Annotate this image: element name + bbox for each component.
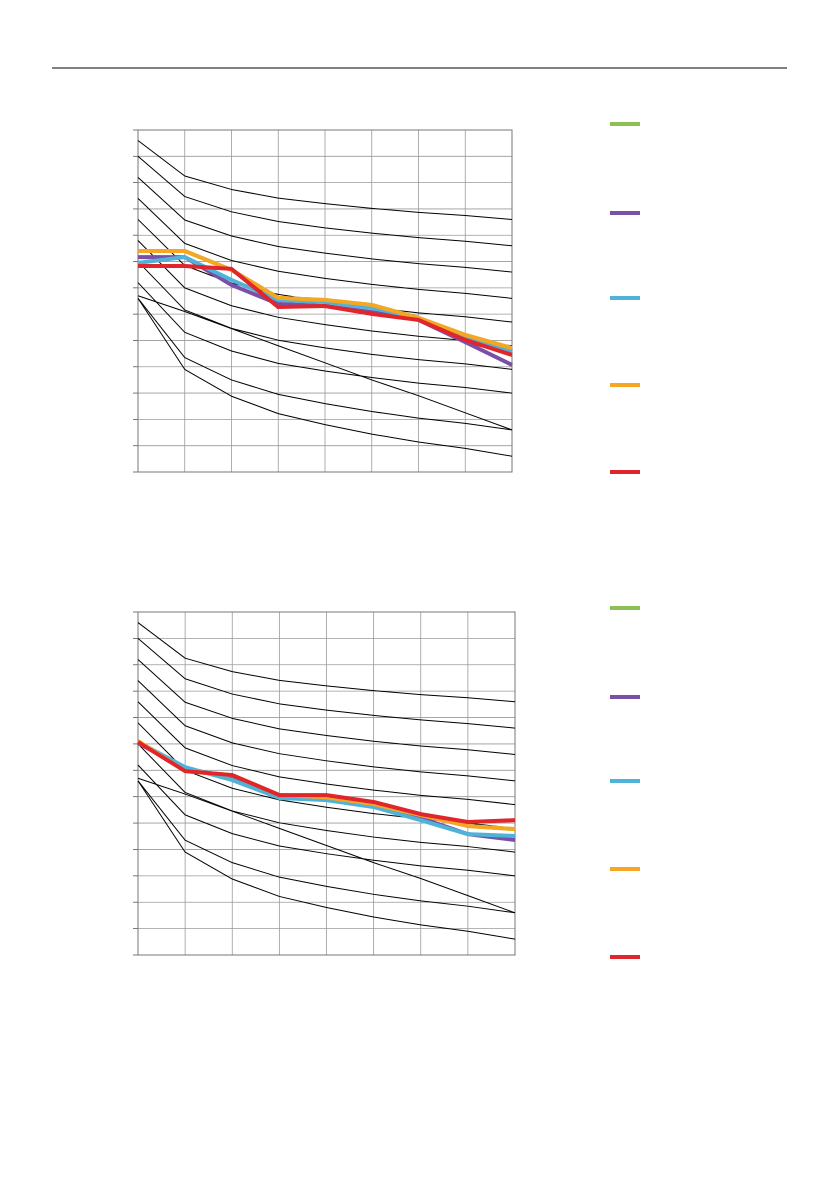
reference-curve (137, 298, 513, 457)
reference-curve (137, 780, 516, 940)
reference-curve (137, 701, 516, 806)
reference-curve (137, 638, 516, 729)
reference-curve (137, 743, 516, 853)
reference-curve (137, 298, 513, 431)
reference-curve (137, 176, 513, 273)
reference-curve (137, 295, 513, 431)
series-line (138, 264, 513, 357)
reference-curve (137, 622, 516, 703)
reference-curve (137, 780, 516, 914)
reference-curve (137, 764, 516, 877)
reference-curve (137, 155, 513, 247)
series-line (136, 740, 516, 825)
reference-curve (137, 240, 513, 347)
reference-curve (137, 198, 513, 299)
reference-curve (137, 261, 513, 370)
plot-frame (137, 129, 513, 473)
series-line (138, 249, 513, 351)
reference-curve (137, 659, 516, 755)
reference-curve (137, 140, 513, 220)
reference-curve (137, 777, 516, 914)
reference-curve (137, 680, 516, 782)
plot-frame (137, 611, 516, 956)
reference-curve (137, 282, 513, 394)
